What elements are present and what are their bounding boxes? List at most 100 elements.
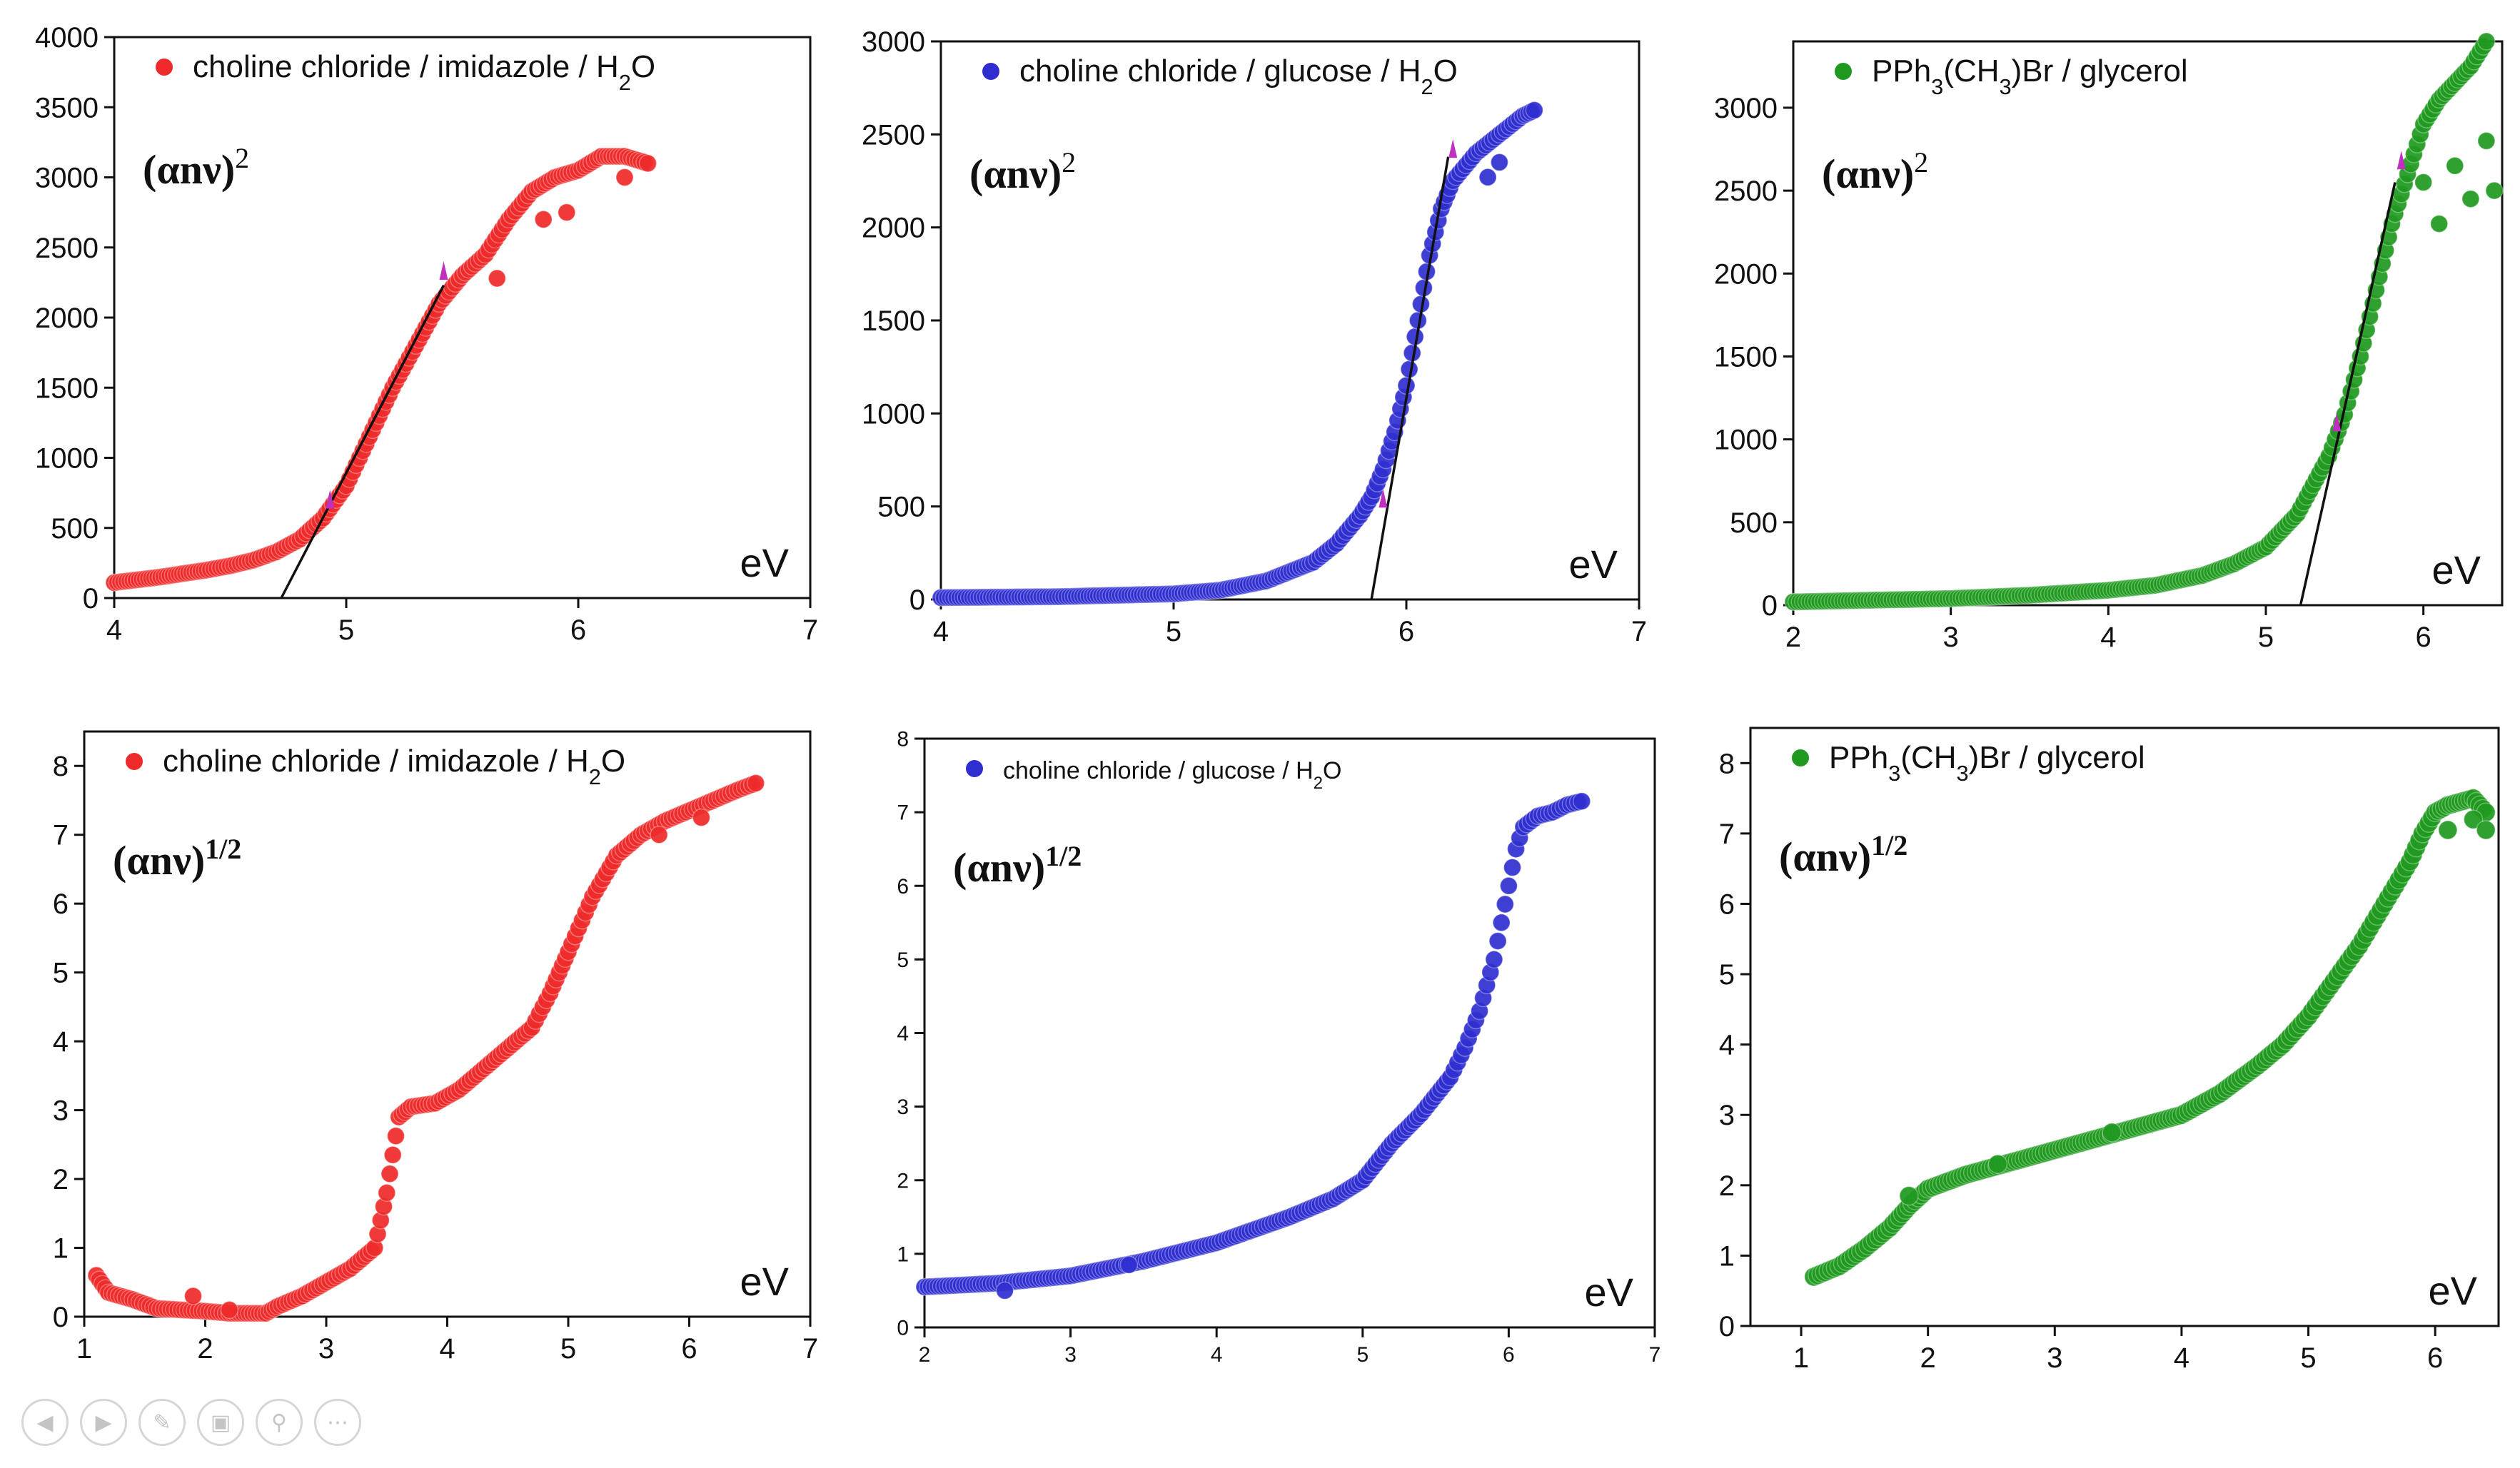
data-point <box>2463 809 2484 829</box>
data-point <box>378 1183 396 1203</box>
slideshow-controls: ◀ ▶ ✎ ▣ ⚲ ⋯ <box>21 1399 361 1446</box>
data-point <box>488 269 507 288</box>
next-icon[interactable]: ▶ <box>80 1399 127 1446</box>
slides-icon[interactable]: ▣ <box>197 1399 244 1446</box>
data-point <box>2476 820 2496 840</box>
data-point <box>1987 1154 2008 1174</box>
x-tick-label: 6 <box>1503 1343 1515 1367</box>
y-tick-label: 7 <box>53 820 69 851</box>
y-tick-label: 0 <box>83 583 99 614</box>
x-tick-label: 5 <box>338 614 354 646</box>
chart-panel-2: 4 5 6 7 0 500 1000 1500 2000 2500 3000 choline chlo… <box>862 26 1647 647</box>
data-point <box>2477 131 2496 151</box>
y-tick-label: 500 <box>1730 507 1778 539</box>
y-tick-label: 2500 <box>35 233 99 264</box>
x-tick-label: 5 <box>2300 1342 2316 1374</box>
y-axis-label: (αnν)2 <box>143 142 249 193</box>
y-axis-label: (αnν)1/2 <box>953 840 1082 891</box>
data-point <box>2485 181 2504 200</box>
fit-range-marker <box>2396 151 2406 170</box>
y-axis-label: (αnν)1/2 <box>113 833 241 884</box>
x-tick-label: 2 <box>1920 1342 1936 1374</box>
y-tick-label: 2 <box>897 1169 909 1193</box>
x-tick-label: 3 <box>318 1333 334 1365</box>
data-point <box>1496 895 1515 913</box>
y-tick-label: 6 <box>1719 889 1735 920</box>
y-tick-label: 1 <box>897 1242 909 1266</box>
y-tick-label: 500 <box>877 492 925 523</box>
plot-frame <box>1749 727 2500 1327</box>
previous-icon[interactable]: ◀ <box>21 1399 69 1446</box>
y-axis-label: (αnν)2 <box>969 146 1076 198</box>
x-tick-label: 6 <box>2416 622 2431 653</box>
y-tick-label: 7 <box>1719 819 1735 850</box>
y-tick-label: 0 <box>1762 590 1778 622</box>
data-point <box>2102 1123 2122 1143</box>
x-axis-label: eV <box>2432 547 2481 592</box>
data-point <box>2414 173 2433 192</box>
y-tick-label: 2000 <box>1714 258 1778 290</box>
data-point <box>2446 156 2464 176</box>
fit-range-marker <box>1379 489 1388 508</box>
legend-label: choline chloride / imidazole / H2O <box>193 49 655 95</box>
plot-frame <box>1792 40 2504 607</box>
x-tick-label: 2 <box>1785 622 1801 653</box>
zoom-icon[interactable]: ⚲ <box>256 1399 303 1446</box>
legend-marker <box>1835 63 1852 80</box>
data-point <box>650 825 668 844</box>
legend-marker <box>1792 749 1809 766</box>
data-point <box>183 1287 203 1305</box>
chart-panel-3: 2 3 4 5 6 0 500 1000 1500 2000 2500 3000 PPh3(CH3)Br… <box>1714 32 2504 653</box>
pen-icon[interactable]: ✎ <box>138 1399 186 1446</box>
x-tick-label: 4 <box>933 616 949 647</box>
y-tick-label: 3000 <box>1714 93 1778 124</box>
data-point <box>380 1165 399 1183</box>
y-tick-label: 3000 <box>35 163 99 194</box>
x-tick-label: 1 <box>76 1333 92 1365</box>
legend-marker <box>126 753 143 770</box>
x-axis-label: eV <box>2429 1268 2478 1313</box>
y-tick-label: 3500 <box>35 92 99 123</box>
x-axis-label: eV <box>1569 542 1618 587</box>
y-tick-label: 0 <box>1719 1311 1735 1342</box>
y-tick-label: 5 <box>897 948 909 972</box>
plot-frame <box>939 40 1640 601</box>
y-tick-label: 6 <box>897 875 909 898</box>
y-tick-label: 8 <box>897 728 909 751</box>
x-tick-label: 7 <box>802 614 818 646</box>
x-tick-label: 2 <box>919 1343 931 1367</box>
data-point <box>1488 931 1507 951</box>
chart-panel-1: 4 5 6 7 0 500 1000 1500 2000 2500 3000 3500 4000 chol… <box>35 22 818 646</box>
legend-marker <box>966 760 983 777</box>
y-tick-label: 7 <box>897 801 909 825</box>
x-tick-label: 5 <box>1166 616 1181 647</box>
fit-range-marker <box>439 261 448 280</box>
x-tick-label: 3 <box>2047 1342 2062 1374</box>
x-tick-label: 6 <box>681 1333 697 1365</box>
legend-label: choline chloride / glucose / H2O <box>1019 54 1458 99</box>
x-tick-label: 1 <box>1793 1342 1809 1374</box>
linear-fit-line <box>1370 156 1450 600</box>
x-tick-label: 4 <box>2100 622 2116 653</box>
y-tick-label: 1 <box>1719 1240 1735 1272</box>
y-tick-label: 8 <box>53 751 69 782</box>
x-axis-label: eV <box>1585 1270 1634 1315</box>
y-tick-label: 3 <box>897 1095 909 1119</box>
y-tick-label: 0 <box>53 1302 69 1333</box>
x-tick-label: 4 <box>1211 1343 1223 1367</box>
y-tick-label: 2 <box>53 1164 69 1195</box>
x-tick-label: 3 <box>1943 622 1959 653</box>
x-tick-label: 6 <box>2427 1342 2443 1374</box>
data-point <box>1492 913 1511 932</box>
y-tick-label: 1 <box>53 1233 69 1265</box>
data-point <box>615 168 634 187</box>
x-tick-label: 3 <box>1064 1343 1077 1367</box>
y-tick-label: 2000 <box>862 213 925 244</box>
data-point <box>1572 791 1591 811</box>
more-icon[interactable]: ⋯ <box>314 1399 361 1446</box>
data-point <box>638 154 657 173</box>
data-point <box>1485 950 1503 969</box>
y-tick-label: 2500 <box>1714 176 1778 207</box>
x-axis-label: eV <box>740 1259 790 1304</box>
